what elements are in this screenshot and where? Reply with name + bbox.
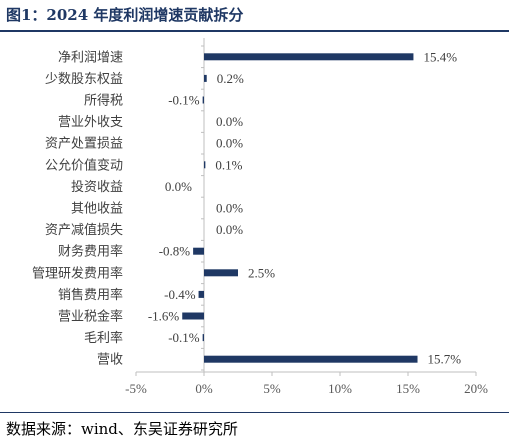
category-label: 资产减值损失 [45,222,123,238]
bar [198,290,204,298]
bar [193,247,204,255]
figure-title: 图1：2024 年度利润增速贡献拆分 [6,6,244,24]
x-tick-label: 0% [195,381,213,396]
bar [204,269,238,277]
x-tick-label: 15% [396,381,420,396]
category-label: 净利润增速 [58,50,123,65]
data-label: -0.4% [164,287,196,302]
data-label: 0.2% [217,71,244,86]
bar [182,312,204,320]
category-label: 公允价值变动 [45,157,123,173]
category-label: 营业外收支 [58,115,123,130]
source-rule [0,412,509,413]
bar [204,53,414,61]
data-label: -0.8% [159,244,191,259]
category-label: 销售费用率 [58,287,123,303]
bar [204,161,206,169]
bar [204,74,207,82]
data-label: -1.6% [148,309,180,324]
x-tick-label: 20% [464,381,488,396]
category-label: 毛利率 [84,330,123,346]
data-label: 0.0% [216,201,243,216]
data-label: 0.0% [216,136,243,151]
category-label: 所得税 [84,93,123,109]
bar [204,355,418,363]
category-label: 管理研发费用率 [32,265,123,281]
data-label: 2.5% [248,265,275,280]
x-tick-label: 5% [263,381,281,396]
data-label: 0.0% [216,222,243,237]
bar [202,96,204,104]
category-label: 资产处置损益 [45,137,123,152]
data-label: -0.1% [168,330,200,345]
category-label: 投资收益 [71,179,123,195]
title-rule [0,30,509,32]
category-label: 少数股东权益 [45,71,123,87]
x-tick-label: -5% [125,381,147,396]
category-label: 其他收益 [71,202,123,217]
category-label: 营收 [97,353,123,368]
data-label: 0.0% [165,179,192,194]
category-label: 营业税金率 [58,309,123,325]
data-label: 15.4% [423,49,457,64]
x-tick-label: 10% [328,381,352,396]
data-label: 0.0% [216,114,243,129]
data-label: -0.1% [168,93,200,108]
bar [202,334,204,342]
data-label: 15.7% [428,352,462,367]
source-note: 数据来源：wind、东吴证券研究所 [6,420,238,438]
data-label: 0.1% [215,157,242,172]
category-label: 财务费用率 [58,244,123,260]
